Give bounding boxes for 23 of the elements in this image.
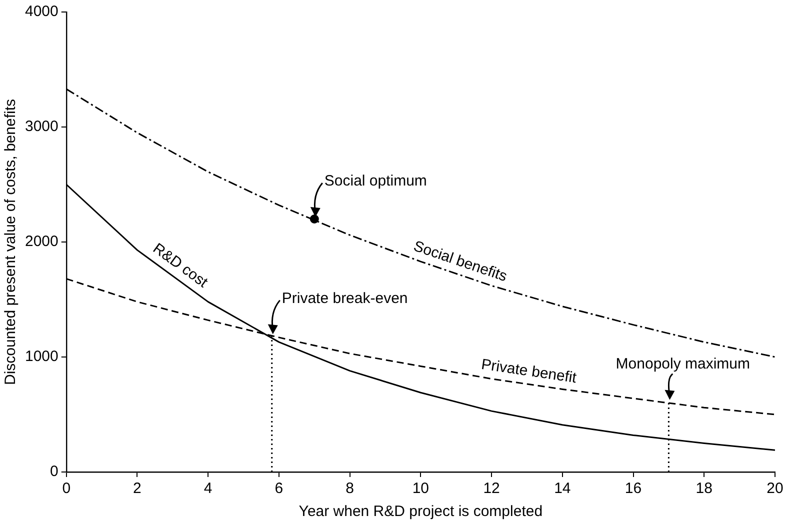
- y-tick-label: 0: [50, 463, 58, 480]
- y-tick-label: 4000: [24, 3, 58, 20]
- x-axis-title: Year when R&D project is completed: [298, 503, 543, 520]
- x-tick-label: 12: [483, 480, 500, 498]
- y-tick-label: 1000: [24, 348, 58, 366]
- x-tick-label: 20: [766, 480, 784, 498]
- x-tick-label: 18: [696, 480, 712, 498]
- x-tick-label: 6: [274, 480, 284, 498]
- annotation: Social optimum: [324, 172, 427, 190]
- y-tick-label: 2000: [24, 233, 58, 250]
- annotation: Monopoly maximum: [616, 355, 750, 372]
- y-tick-label: 3000: [24, 118, 58, 136]
- text: Private benefit: [480, 356, 578, 387]
- y-axis-title: Discounted present value of costs, benefits: [2, 99, 20, 385]
- annotation: Private break-even: [282, 290, 408, 307]
- x-tick-label: 2: [133, 480, 142, 498]
- x-tick-label: 14: [554, 480, 571, 498]
- x-tick-label: 8: [346, 480, 354, 498]
- x-tick-label: 16: [624, 480, 642, 498]
- x-tick-label: 4: [204, 480, 212, 498]
- x-tick-label: 0: [62, 480, 71, 498]
- x-tick-label: 10: [412, 480, 430, 498]
- text: R&D cost: [150, 240, 212, 292]
